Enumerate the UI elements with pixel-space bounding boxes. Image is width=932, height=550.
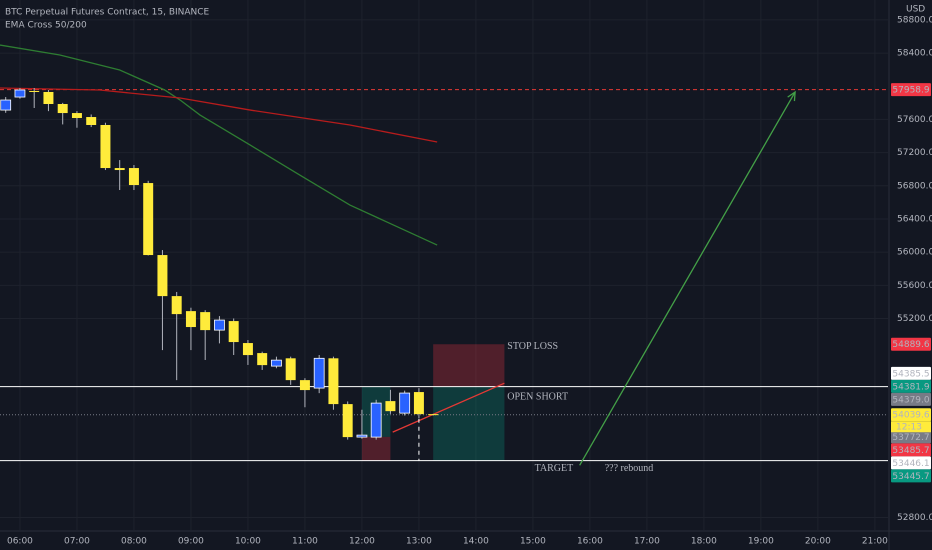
price-tag-label: 53446.1 xyxy=(892,459,929,469)
position-box xyxy=(433,344,505,387)
candle-body xyxy=(271,359,282,367)
line xyxy=(392,382,505,433)
x-tick-label: 17:00 xyxy=(634,537,660,547)
price-tag xyxy=(891,379,931,393)
price-tag xyxy=(891,430,931,444)
price-tag xyxy=(891,83,931,97)
candle-body xyxy=(299,380,310,391)
x-tick-label: 11:00 xyxy=(292,537,318,547)
y-tick-label: 56400.0 xyxy=(897,214,932,224)
y-tick-label: 55600.0 xyxy=(897,281,932,291)
candle-body xyxy=(0,99,12,111)
y-tick-label: 55200.0 xyxy=(897,314,932,324)
price-tag-label: 54385.5 xyxy=(892,369,929,379)
candle-body xyxy=(128,168,139,186)
price-tag xyxy=(891,366,931,380)
candle-body xyxy=(385,401,396,412)
y-tick-label: 56000.0 xyxy=(897,248,932,258)
indicator-title: EMA Cross 50/200 xyxy=(5,21,87,31)
price-tag-label: 53485.7 xyxy=(892,446,929,456)
candle-body xyxy=(14,89,26,98)
x-tick-label: 13:00 xyxy=(406,537,432,547)
line xyxy=(579,91,796,466)
position-box xyxy=(433,386,505,461)
x-tick-label: 16:00 xyxy=(577,537,603,547)
candle-body xyxy=(57,104,68,114)
countdown: 12:13 xyxy=(896,423,922,433)
x-tick-label: 08:00 xyxy=(121,537,147,547)
price-tag xyxy=(891,443,931,457)
annotation: STOP LOSS xyxy=(507,341,558,352)
candle-body xyxy=(356,434,368,438)
countdown-box xyxy=(891,421,931,433)
candle-body xyxy=(185,311,196,328)
arrow-head xyxy=(787,90,796,102)
candle-body xyxy=(43,91,54,105)
price-tag xyxy=(891,456,931,470)
x-tick-label: 19:00 xyxy=(748,537,774,547)
candle-body xyxy=(242,343,253,356)
price-tag-label: 54381.9 xyxy=(892,382,929,392)
candle-body xyxy=(171,296,182,315)
x-tick-label: 10:00 xyxy=(235,537,261,547)
candle-body xyxy=(413,392,424,415)
line xyxy=(0,44,438,246)
price-tag xyxy=(891,337,931,351)
candle-body xyxy=(257,353,268,366)
y-tick-label: 57200.0 xyxy=(897,148,932,158)
candle-body xyxy=(71,113,82,119)
candle-body xyxy=(328,358,339,405)
candle-body xyxy=(313,357,325,389)
y-tick-label: 57600.0 xyxy=(897,115,932,125)
candle-body xyxy=(342,404,353,438)
x-tick-label: 18:00 xyxy=(691,537,717,547)
candle-body xyxy=(399,392,411,414)
x-tick-label: 12:00 xyxy=(349,537,375,547)
candle-body xyxy=(214,319,225,331)
chart-title: BTC Perpetual Futures Contract, 15, BINA… xyxy=(5,8,210,18)
candle-body xyxy=(428,414,439,416)
candle-body xyxy=(285,358,296,381)
price-tag-label: 57958.9 xyxy=(892,86,929,96)
currency: USD xyxy=(906,5,925,15)
annotation: TARGET xyxy=(535,463,574,474)
line xyxy=(0,87,438,143)
candle-body xyxy=(29,90,40,92)
price-tag-label: 54379.0 xyxy=(892,395,929,405)
price-tag xyxy=(891,469,931,483)
x-tick-label: 20:00 xyxy=(805,537,831,547)
candle-body xyxy=(200,312,211,331)
y-tick-label: 58400.0 xyxy=(897,49,932,59)
x-tick-label: 14:00 xyxy=(463,537,489,547)
x-tick-label: 21:00 xyxy=(862,537,888,547)
annotation: OPEN SHORT xyxy=(507,392,568,403)
y-tick-label: 52800.0 xyxy=(897,513,932,523)
x-tick-label: 06:00 xyxy=(7,537,33,547)
price-tag-label: 54039.6 xyxy=(892,411,929,421)
x-tick-label: 15:00 xyxy=(520,537,546,547)
price-tag-label: 54889.6 xyxy=(892,340,929,350)
position-box xyxy=(361,436,391,461)
y-tick-label: 58800.0 xyxy=(897,15,932,25)
candle-body xyxy=(86,117,97,125)
candle-body xyxy=(143,183,154,256)
candle-body xyxy=(228,321,239,343)
candle-body xyxy=(157,255,168,297)
plot: STOP LOSS OPEN SHORT TARGET ??? rebound 5795… xyxy=(0,0,931,530)
candle-body xyxy=(114,168,125,171)
candle-body xyxy=(100,124,111,169)
price-tag xyxy=(891,392,931,406)
candle-body xyxy=(370,402,382,438)
price-tag-label: 53772.7 xyxy=(892,433,929,443)
x-tick-label: 09:00 xyxy=(178,537,204,547)
y-tick-label: 56800.0 xyxy=(897,181,932,191)
annotation: ??? rebound xyxy=(605,463,654,474)
x-tick-label: 07:00 xyxy=(64,537,90,547)
price-tag xyxy=(891,408,931,422)
price-tag-label: 53445.7 xyxy=(892,472,929,482)
